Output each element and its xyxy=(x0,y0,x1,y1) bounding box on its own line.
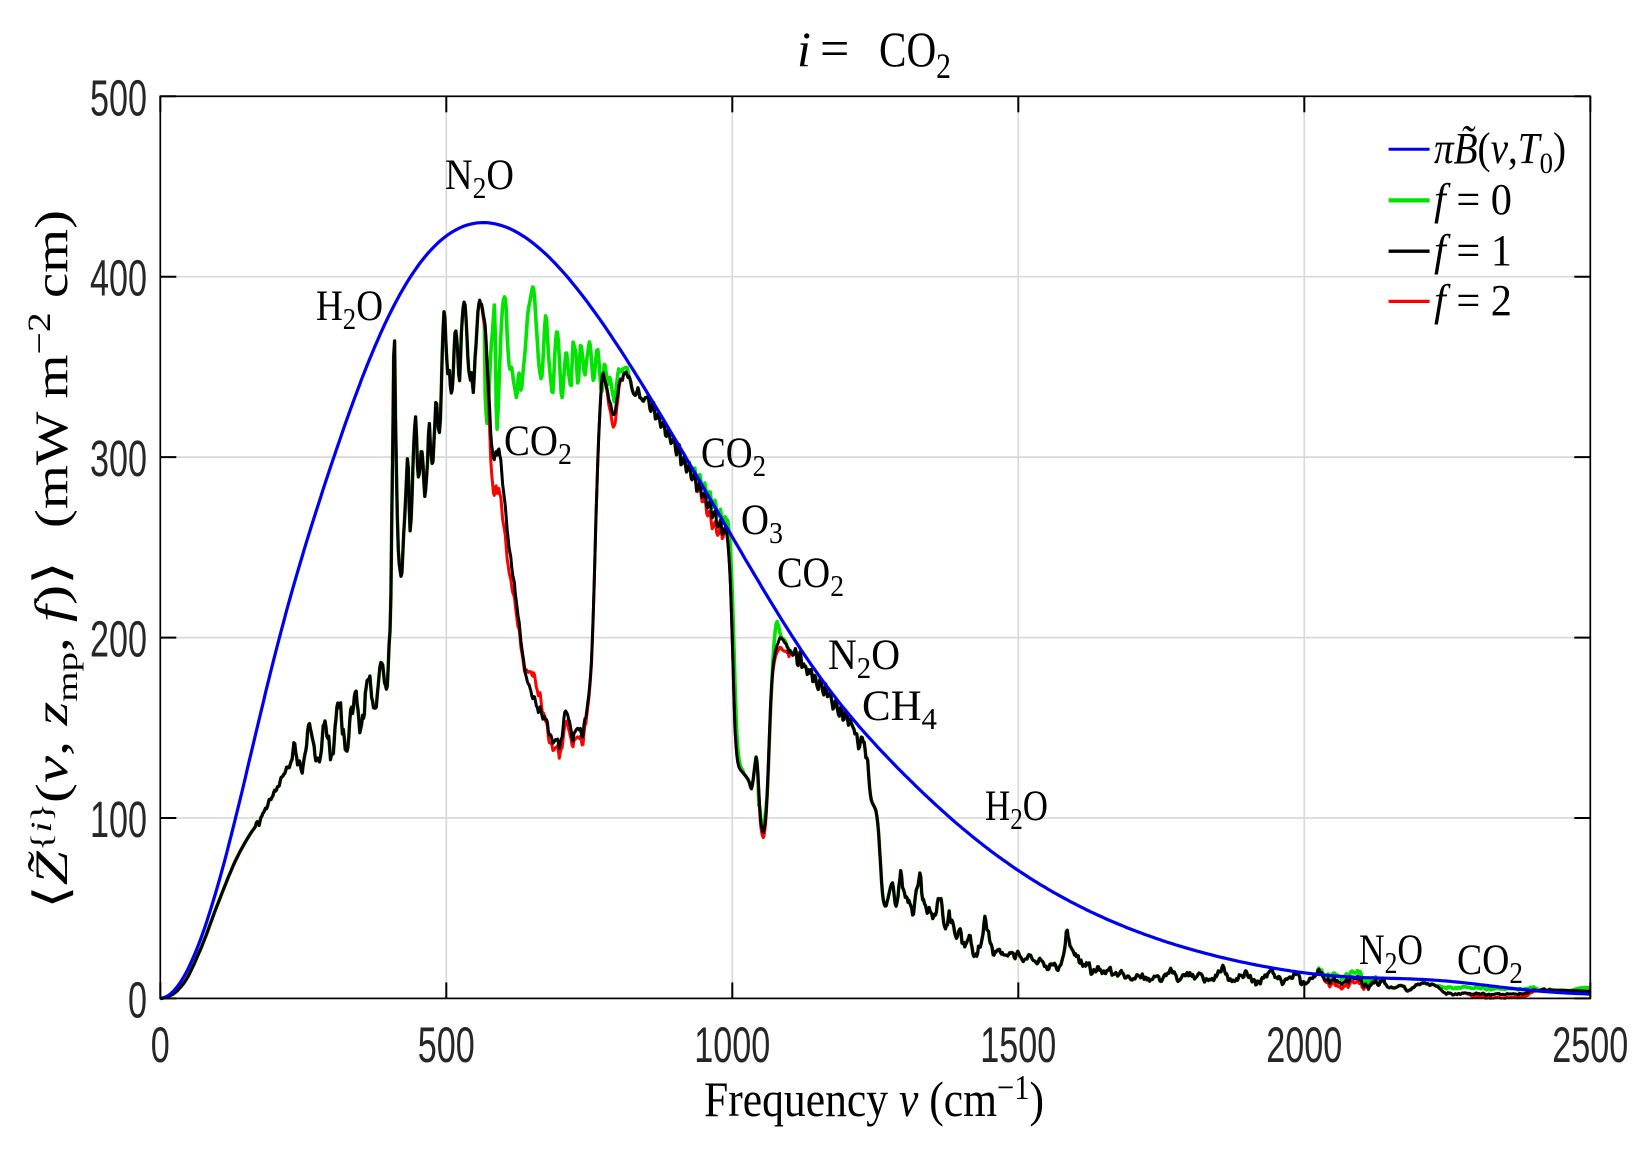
svg-text:f = 2: f = 2 xyxy=(1434,276,1512,325)
svg-text:0: 0 xyxy=(128,971,147,1028)
svg-text:f = 1: f = 1 xyxy=(1434,226,1512,275)
svg-text:πB̃(ν,T0): πB̃(ν,T0) xyxy=(1434,124,1566,180)
svg-text:400: 400 xyxy=(90,250,147,307)
svg-text:1500: 1500 xyxy=(980,1017,1056,1073)
svg-text:2000: 2000 xyxy=(1266,1017,1342,1073)
svg-text:(mW m−2 cm): (mW m−2 cm) xyxy=(22,210,78,528)
svg-text:200: 200 xyxy=(90,611,147,668)
svg-text:H2O: H2O xyxy=(316,283,383,336)
svg-text:0: 0 xyxy=(151,1017,170,1073)
svg-text:i: i xyxy=(797,21,811,77)
svg-text:N2O: N2O xyxy=(1359,927,1423,980)
svg-text:CO2: CO2 xyxy=(879,21,951,86)
svg-text:f = 0: f = 0 xyxy=(1434,175,1512,224)
svg-text:⟨Z̃{i}(ν, zmp, f)⟩: ⟨Z̃{i}(ν, zmp, f)⟩ xyxy=(25,561,84,909)
svg-text:500: 500 xyxy=(418,1017,475,1073)
svg-text:2500: 2500 xyxy=(1552,1017,1628,1073)
svg-text:=: = xyxy=(820,21,849,78)
svg-text:100: 100 xyxy=(90,791,147,848)
svg-text:500: 500 xyxy=(90,69,147,126)
svg-text:300: 300 xyxy=(90,430,147,487)
svg-text:1000: 1000 xyxy=(694,1017,770,1073)
svg-text:Frequency ν (cm−1): Frequency ν (cm−1) xyxy=(704,1068,1044,1127)
svg-text:N2O: N2O xyxy=(828,632,900,685)
